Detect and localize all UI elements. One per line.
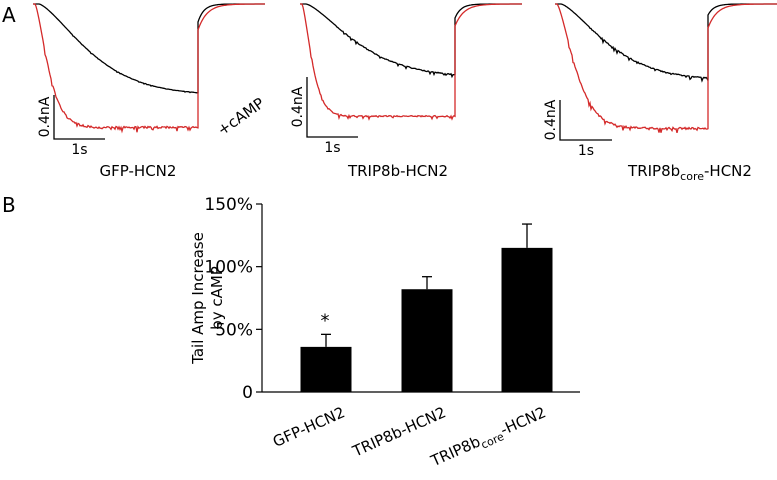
- trace-label: TRIP8b-HCN2: [347, 162, 448, 180]
- camp-trace: [33, 3, 265, 134]
- scale-current-label: 0.4nA: [543, 99, 559, 140]
- trace-panel-3: 0.4nA 1s TRIP8bcore-HCN2: [543, 3, 777, 183]
- label-main: TRIP8b: [627, 162, 680, 180]
- bar: [401, 289, 453, 392]
- y-tick-label: 150%: [204, 195, 253, 215]
- bar: [300, 346, 352, 392]
- camp-trace: [300, 3, 522, 121]
- bar: [501, 247, 553, 392]
- scale-time-label: 1s: [324, 140, 340, 156]
- trace-panel-1: 0.4nA 1s GFP-HCN2: [33, 3, 265, 180]
- trace-label: TRIP8bcore-HCN2: [627, 162, 752, 183]
- label-suffix: -HCN2: [704, 162, 752, 180]
- y-axis-label: by cAMP: [208, 266, 226, 330]
- control-trace: [300, 3, 522, 79]
- scale-time-label: 1s: [71, 142, 87, 158]
- scale-bar: [53, 95, 105, 140]
- y-tick-label: 100%: [204, 258, 253, 278]
- y-tick-label: 0: [242, 383, 253, 403]
- label-subscript: core: [680, 170, 704, 183]
- significance-marker: *: [321, 310, 330, 331]
- scale-bar: [559, 100, 612, 141]
- x-tick-label: GFP-HCN2: [270, 403, 348, 451]
- label-main: TRIP8b-HCN2: [347, 162, 448, 180]
- panel-letter-a: A: [2, 3, 16, 27]
- trace-panel-2: 0.4nA 1s TRIP8b-HCN2: [290, 3, 522, 180]
- camp-trace: [555, 3, 777, 134]
- control-trace: [33, 3, 265, 94]
- control-trace: [555, 3, 777, 83]
- scale-time-label: 1s: [578, 143, 594, 159]
- trace-label: GFP-HCN2: [100, 162, 177, 180]
- scale-current-label: 0.4nA: [37, 96, 53, 137]
- label-suffix: -HCN2: [498, 403, 549, 439]
- label-main: GFP-HCN2: [100, 162, 177, 180]
- scale-current-label: 0.4nA: [290, 86, 306, 127]
- y-tick-label: 50%: [215, 320, 253, 340]
- label-main: GFP-HCN2: [270, 403, 348, 451]
- y-axis-label: Tail Amp Increase: [189, 232, 207, 365]
- panel-letter-b: B: [2, 193, 16, 217]
- scale-bar: [306, 77, 358, 138]
- camp-condition-label: +cAMP: [214, 94, 268, 139]
- label-main: TRIP8b: [427, 432, 483, 470]
